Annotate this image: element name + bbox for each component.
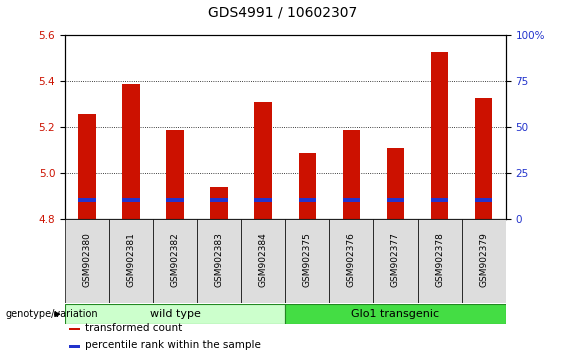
Bar bbox=[386, 198, 405, 202]
Bar bbox=[254, 198, 272, 202]
Text: GSM902379: GSM902379 bbox=[479, 232, 488, 287]
Text: GSM902380: GSM902380 bbox=[82, 232, 92, 287]
Text: GSM902384: GSM902384 bbox=[259, 232, 268, 287]
Bar bbox=[298, 198, 316, 202]
Text: GSM902378: GSM902378 bbox=[435, 232, 444, 287]
Bar bbox=[166, 198, 184, 202]
Bar bbox=[475, 198, 493, 202]
Bar bbox=[153, 219, 197, 303]
Bar bbox=[462, 219, 506, 303]
Bar bbox=[254, 102, 272, 219]
Bar bbox=[329, 219, 373, 303]
Bar bbox=[342, 198, 360, 202]
Bar bbox=[78, 114, 96, 219]
Bar bbox=[69, 345, 80, 348]
Bar bbox=[109, 219, 153, 303]
Text: transformed count: transformed count bbox=[85, 323, 182, 333]
Text: wild type: wild type bbox=[150, 309, 201, 319]
Bar bbox=[285, 304, 506, 324]
Text: Glo1 transgenic: Glo1 transgenic bbox=[351, 309, 440, 319]
Text: GSM902375: GSM902375 bbox=[303, 232, 312, 287]
Bar bbox=[285, 219, 329, 303]
Bar bbox=[69, 327, 80, 330]
Text: GSM902376: GSM902376 bbox=[347, 232, 356, 287]
Bar bbox=[122, 198, 140, 202]
Bar bbox=[65, 304, 285, 324]
Bar bbox=[373, 219, 418, 303]
Bar bbox=[431, 51, 449, 219]
Bar bbox=[210, 187, 228, 219]
Bar bbox=[166, 130, 184, 219]
Bar bbox=[210, 198, 228, 202]
Bar bbox=[475, 97, 493, 219]
Bar bbox=[241, 219, 285, 303]
Bar bbox=[65, 219, 109, 303]
Text: GSM902381: GSM902381 bbox=[127, 232, 136, 287]
Bar bbox=[122, 84, 140, 219]
Bar bbox=[197, 219, 241, 303]
Text: GSM902382: GSM902382 bbox=[171, 232, 180, 287]
Bar bbox=[78, 198, 96, 202]
Text: genotype/variation: genotype/variation bbox=[6, 309, 98, 319]
Text: GSM902383: GSM902383 bbox=[215, 232, 224, 287]
Text: GDS4991 / 10602307: GDS4991 / 10602307 bbox=[208, 5, 357, 19]
Text: GSM902377: GSM902377 bbox=[391, 232, 400, 287]
Bar bbox=[431, 198, 449, 202]
Text: percentile rank within the sample: percentile rank within the sample bbox=[85, 340, 260, 350]
Bar bbox=[386, 148, 405, 219]
Bar bbox=[418, 219, 462, 303]
Bar bbox=[342, 130, 360, 219]
Bar bbox=[298, 153, 316, 219]
